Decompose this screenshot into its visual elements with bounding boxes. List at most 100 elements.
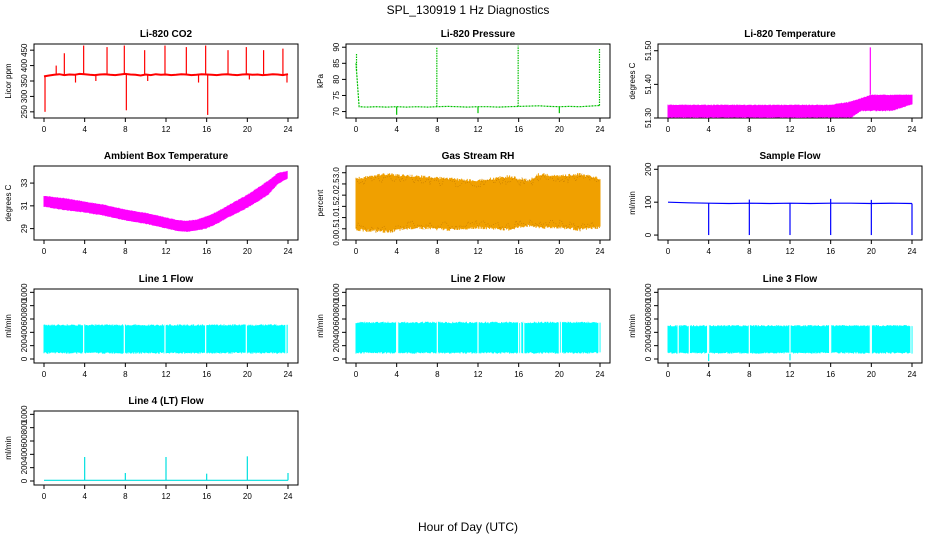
y-tick-label: 0	[644, 232, 653, 237]
y-tick-label: 400	[20, 58, 29, 72]
y-tick-label: 600	[644, 312, 653, 326]
y-tick-label: 200	[644, 338, 653, 352]
figure-title: SPL_130919 1 Hz Diagnostics	[387, 3, 550, 17]
x-tick-label: 24	[284, 125, 293, 134]
y-tick-label: 800	[20, 298, 29, 312]
panel-title: Line 3 Flow	[763, 274, 818, 285]
x-tick-label: 4	[82, 492, 87, 501]
panel-pressure: Li-820 Pressure kPa 0 4 8 12 16 20 24 70 75 80 85 90	[316, 29, 611, 134]
x-tick-label: 20	[243, 247, 252, 256]
series-line1	[43, 324, 288, 354]
x-tick-label: 0	[666, 370, 671, 379]
y-tick-label: 31	[20, 201, 29, 210]
y-tick-label: 1.5	[332, 200, 341, 212]
y-tick-label: 400	[644, 325, 653, 339]
x-tick-label: 20	[555, 370, 564, 379]
x-tick-label: 12	[786, 370, 795, 379]
y-tick-label: 33	[20, 178, 29, 187]
panel-title: Li-820 CO2	[140, 29, 193, 40]
x-tick-label: 20	[243, 125, 252, 134]
x-tick-label: 8	[747, 125, 752, 134]
x-tick-label: 0	[42, 247, 47, 256]
y-tick-label: 1000	[20, 405, 29, 423]
panel-title: Li-820 Temperature	[744, 29, 836, 40]
y-axis-label: ml/min	[4, 436, 13, 460]
x-tick-label: 8	[123, 492, 128, 501]
x-tick-label: 12	[162, 370, 171, 379]
x-tick-label: 12	[162, 492, 171, 501]
x-tick-label: 0	[354, 370, 359, 379]
x-tick-label: 24	[284, 370, 293, 379]
x-tick-label: 8	[747, 370, 752, 379]
x-tick-label: 16	[826, 247, 835, 256]
panel-title: Sample Flow	[759, 151, 820, 162]
x-tick-label: 0	[666, 247, 671, 256]
y-axis-label: ml/min	[628, 191, 637, 215]
x-tick-label: 24	[596, 125, 605, 134]
x-tick-label: 12	[786, 247, 795, 256]
series-box_temp	[43, 170, 288, 232]
x-tick-label: 0	[42, 492, 47, 501]
panel-line3: Line 3 Flow ml/min 0 4 8 12 16 20 24 0 20040060080…	[628, 274, 923, 379]
x-tick-label: 12	[162, 247, 171, 256]
y-tick-label: 600	[332, 312, 341, 326]
x-tick-label: 24	[908, 125, 917, 134]
x-tick-label: 12	[474, 247, 483, 256]
y-axis-label: degrees C	[4, 184, 13, 221]
y-tick-label: 80	[332, 74, 341, 83]
y-tick-label: 350	[20, 74, 29, 88]
panel-licor_temp: Li-820 Temperature degrees C 0 4 8 12 16 20 24 51…	[628, 29, 923, 134]
x-tick-label: 24	[284, 247, 293, 256]
panel-box_temp: Ambient Box Temperature degrees C 0 4 8 12 16 2…	[4, 151, 299, 256]
y-tick-label: 0	[644, 356, 653, 361]
x-tick-label: 4	[394, 125, 399, 134]
y-axis-label: ml/min	[4, 314, 13, 338]
panel-title: Gas Stream RH	[442, 151, 515, 162]
panel-line2: Line 2 Flow ml/min 0 4 8 12 16 20 24 0 20040060080…	[316, 274, 611, 379]
y-tick-label: 200	[20, 338, 29, 352]
x-tick-label: 20	[555, 247, 564, 256]
y-tick-label: 0	[20, 478, 29, 483]
x-tick-label: 12	[474, 370, 483, 379]
y-tick-label: 29	[20, 224, 29, 233]
panel-rh: Gas Stream RH percent 0 4 8 12 16 20 24 0.00.51.0…	[316, 151, 611, 256]
x-tick-label: 16	[514, 125, 523, 134]
y-axis-label: degrees C	[628, 62, 637, 99]
y-tick-label: 450	[20, 43, 29, 57]
x-tick-label: 4	[706, 247, 711, 256]
x-tick-label: 8	[747, 247, 752, 256]
y-tick-label: 100	[644, 195, 653, 209]
series-co2	[43, 72, 289, 78]
panel-title: Line 2 Flow	[451, 274, 506, 285]
x-tick-label: 24	[596, 247, 605, 256]
x-tick-label: 24	[596, 370, 605, 379]
x-tick-label: 24	[284, 492, 293, 501]
y-tick-label: 250	[20, 105, 29, 119]
x-tick-label: 0	[354, 125, 359, 134]
series-licor_temp	[667, 94, 913, 118]
y-tick-label: 1.0	[332, 211, 341, 223]
x-tick-label: 8	[123, 125, 128, 134]
y-tick-label: 0	[332, 356, 341, 361]
y-tick-label: 400	[332, 325, 341, 339]
x-tick-label: 24	[908, 247, 917, 256]
y-tick-label: 800	[644, 298, 653, 312]
x-tick-label: 20	[243, 492, 252, 501]
x-tick-label: 0	[42, 370, 47, 379]
y-tick-label: 75	[332, 90, 341, 99]
x-tick-label: 20	[555, 125, 564, 134]
panel-line1: Line 1 Flow ml/min 0 4 8 12 16 20 24 0 20040060080…	[4, 274, 299, 379]
x-tick-label: 8	[435, 370, 440, 379]
x-tick-label: 24	[908, 370, 917, 379]
y-tick-label: 51.40	[644, 74, 653, 95]
y-tick-label: 2.5	[332, 178, 341, 190]
panel-line4: Line 4 (LT) Flow ml/min 0 4 8 12 16 20 24 0 200400…	[4, 396, 299, 501]
y-tick-label: 600	[20, 312, 29, 326]
y-tick-label: 0.0	[332, 234, 341, 246]
y-tick-label: 85	[332, 58, 341, 67]
x-tick-label: 0	[666, 125, 671, 134]
x-tick-label: 4	[82, 125, 87, 134]
